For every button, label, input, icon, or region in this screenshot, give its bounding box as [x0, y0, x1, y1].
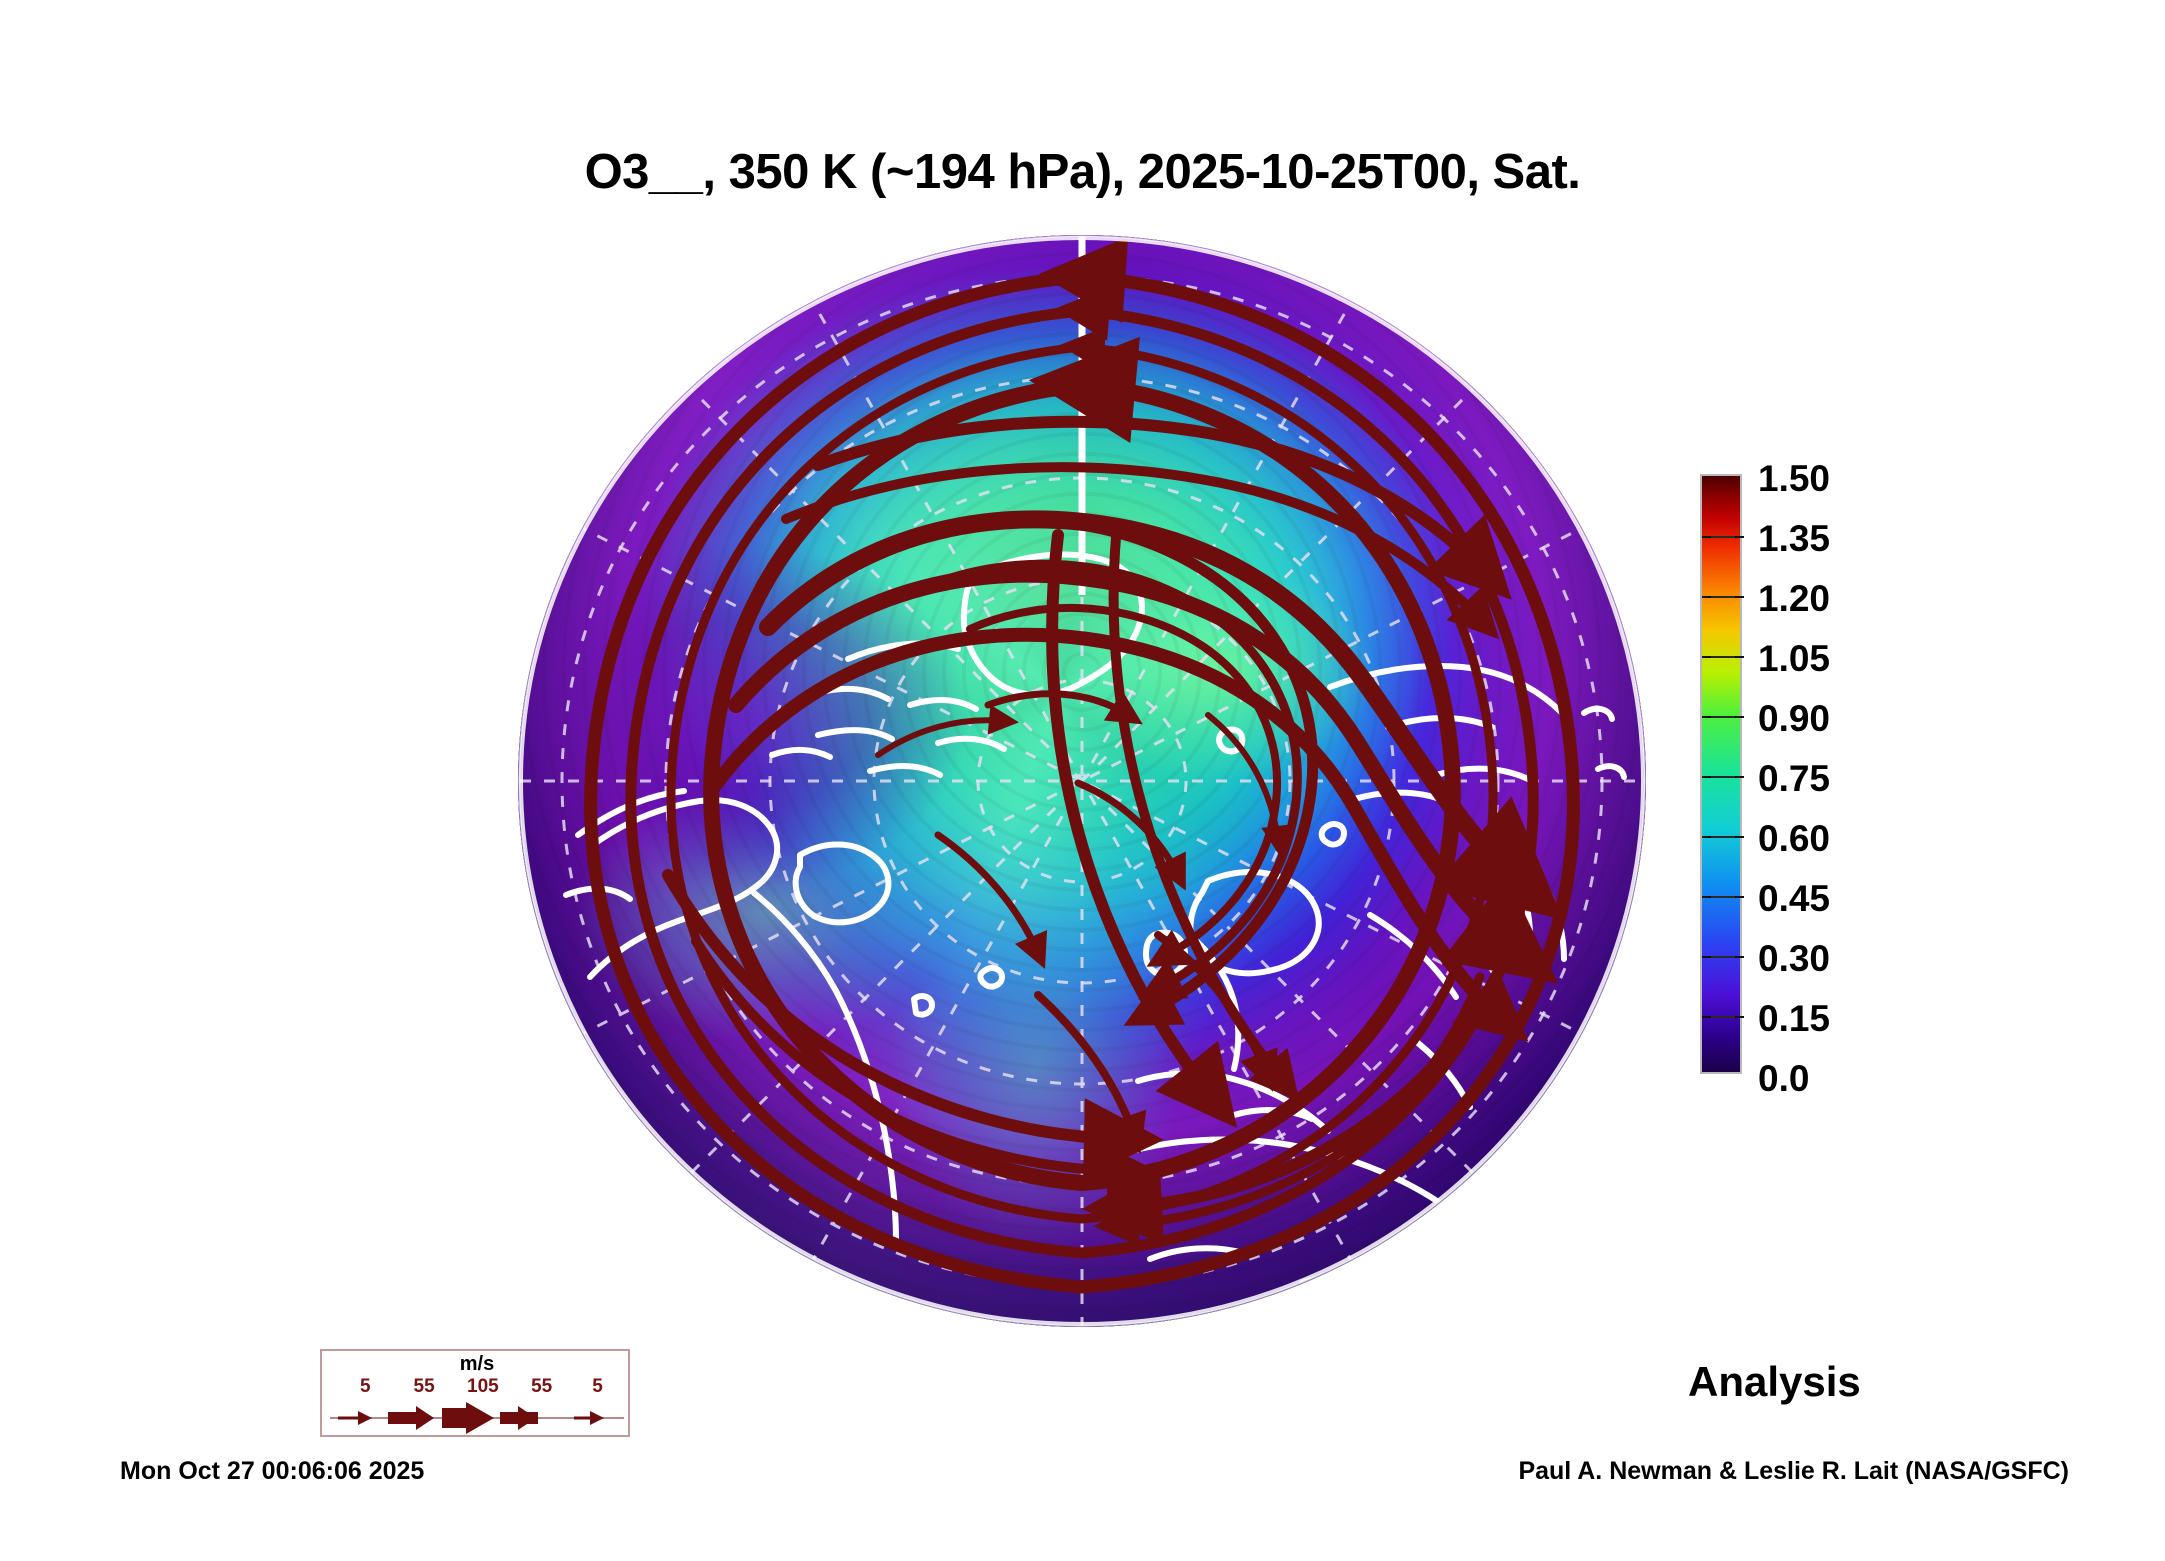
colorbar-label-7: 0.45	[1758, 878, 1831, 919]
wind-tick-3: 55	[531, 1376, 553, 1397]
wind-arrow-icons	[330, 1402, 624, 1434]
colorbar-tick	[1702, 536, 1744, 538]
wind-arrow-row	[322, 1401, 632, 1435]
colorbar-gradient	[1700, 474, 1744, 1074]
wind-streamlines	[584, 237, 1580, 1294]
wind-tick-1: 55	[413, 1376, 435, 1397]
analysis-label: Analysis	[1688, 1358, 1861, 1405]
colorbar-tick	[1702, 596, 1744, 598]
colorbar-tick	[1702, 716, 1744, 718]
colorbar-label-4: 0.90	[1758, 698, 1831, 739]
wind-tick-0: 5	[359, 1376, 371, 1397]
colorbar-label-8: 0.30	[1758, 938, 1831, 979]
colorbar-label-3: 1.05	[1758, 638, 1831, 679]
colorbar-label-1: 1.35	[1758, 518, 1831, 559]
colorbar-tick	[1702, 896, 1744, 898]
colorbar-tick	[1702, 956, 1744, 958]
colorbar-label-2: 1.20	[1758, 578, 1831, 619]
colorbar-tick	[1702, 1016, 1744, 1018]
generation-timestamp: Mon Oct 27 00:06:06 2025	[120, 1457, 425, 1485]
wind-tick-2: 105	[467, 1376, 499, 1397]
map-overlays	[519, 236, 1645, 1326]
wind-speed-legend: m/s 5 55 105 55 5	[320, 1349, 630, 1437]
wind-tick-4: 5	[592, 1376, 603, 1397]
page-title: O3__, 350 K (~194 hPa), 2025-10-25T00, S…	[584, 145, 1581, 199]
wind-unit-label: m/s	[459, 1353, 495, 1375]
colorbar-tick	[1702, 776, 1744, 778]
colorbar-label-6: 0.60	[1758, 818, 1831, 859]
colorbar-tick	[1702, 656, 1744, 658]
colorbar-tick	[1702, 836, 1744, 838]
colorbar-label-9: 0.15	[1758, 998, 1831, 1039]
colorbar-label-5: 0.75	[1758, 758, 1831, 799]
wind-tick-labels: 5 55 105 55 5	[330, 1376, 624, 1398]
colorbar-label-0: 1.50	[1758, 458, 1831, 499]
attribution-credit: Paul A. Newman & Leslie R. Lait (NASA/GS…	[1518, 1457, 2069, 1485]
map-limb	[519, 236, 1645, 1326]
map-disc	[518, 235, 1646, 1327]
colorbar-label-10: 0.0	[1758, 1058, 1810, 1099]
polar-map-panel	[518, 235, 1646, 1327]
